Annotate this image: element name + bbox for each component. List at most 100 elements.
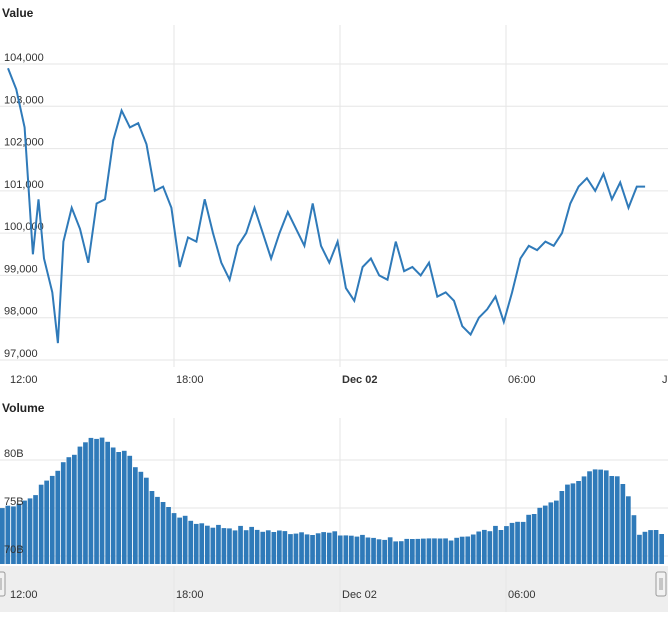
value-y-tick-label: 100,000: [4, 221, 44, 233]
volume-bar: [504, 526, 509, 564]
volume-bar: [38, 484, 44, 564]
volume-bar: [166, 507, 171, 564]
value-y-tick-label: 102,000: [4, 137, 44, 149]
volume-bar: [631, 515, 637, 564]
navigator-handle-right[interactable]: [655, 571, 667, 597]
volume-bar: [205, 525, 210, 564]
volume-bar: [637, 534, 642, 564]
volume-bar: [105, 441, 110, 564]
value-series-line: [7, 67, 646, 344]
volume-bar: [421, 538, 426, 564]
value-x-tick-label: J: [662, 374, 668, 386]
volume-bar: [626, 496, 631, 564]
volume-bar: [587, 471, 592, 564]
volume-bar: [83, 442, 88, 564]
volume-bar: [570, 483, 576, 564]
navigator-handle-left[interactable]: [0, 571, 6, 597]
volume-bar: [482, 529, 487, 564]
volume-bar: [332, 531, 338, 564]
volume-bar: [365, 537, 371, 564]
volume-bars: [0, 437, 664, 564]
volume-bar: [448, 540, 454, 564]
volume-bar: [254, 529, 260, 564]
volume-bar: [127, 455, 133, 564]
volume-bar: [5, 505, 11, 564]
volume-bar: [465, 536, 471, 564]
value-grid: [0, 25, 668, 367]
volume-bar: [11, 506, 16, 564]
volume-bar: [155, 496, 160, 564]
volume-bar: [0, 508, 5, 564]
volume-bar: [349, 535, 354, 564]
volume-bar: [77, 446, 83, 564]
volume-bar: [149, 491, 155, 564]
volume-bar: [60, 462, 66, 564]
value-x-tick-label: 12:00: [10, 374, 38, 386]
value-y-tick-label: 98,000: [4, 306, 38, 318]
volume-bar: [598, 469, 603, 564]
volume-bar: [354, 536, 360, 564]
volume-bar: [55, 470, 61, 564]
volume-bar: [49, 475, 55, 564]
navigator-x-tick-label: 18:00: [176, 589, 204, 601]
volume-bar: [537, 507, 543, 564]
volume-bar: [116, 452, 121, 564]
volume-bar: [210, 527, 216, 564]
volume-bar: [265, 530, 271, 564]
volume-bar: [293, 533, 299, 564]
volume-bar: [554, 500, 559, 564]
volume-bar: [454, 537, 459, 564]
volume-bar: [648, 530, 653, 564]
volume-bar: [216, 524, 221, 564]
volume-bar: [310, 535, 315, 564]
volume-bar: [44, 480, 49, 564]
volume-bar: [110, 447, 116, 564]
navigator-background: [0, 566, 668, 612]
volume-bar: [576, 481, 581, 564]
volume-bar: [182, 515, 188, 564]
volume-bar: [592, 469, 598, 564]
volume-bar: [343, 535, 349, 564]
volume-bar: [493, 525, 498, 564]
volume-bar: [603, 470, 609, 564]
value-x-tick-label: Dec 02: [342, 374, 377, 386]
volume-bar: [304, 534, 310, 564]
volume-bar: [144, 477, 149, 564]
volume-bar: [288, 534, 293, 564]
volume-bar: [459, 536, 465, 564]
value-panel: Value 97,000 98,000 99,000 100,000 101,000 10…: [0, 6, 668, 386]
volume-bar: [138, 471, 144, 564]
volume-bar: [337, 535, 343, 564]
volume-bar: [443, 538, 448, 564]
volume-bar: [199, 523, 205, 564]
volume-panel: Volume 70B 75B 80B: [0, 401, 668, 564]
volume-bar: [177, 517, 182, 564]
navigator-grid: [173, 566, 507, 612]
volume-bar: [415, 538, 421, 564]
volume-bar: [27, 498, 33, 564]
volume-bar: [398, 541, 404, 564]
volume-bar: [72, 454, 77, 564]
value-y-axis: 97,000 98,000 99,000 100,000 101,000 102,000 1…: [4, 52, 44, 360]
value-x-tick-label: 18:00: [176, 374, 204, 386]
volume-bar: [614, 476, 620, 564]
value-x-axis: 12:00 18:00 Dec 02 06:00 J: [10, 374, 668, 386]
volume-bar: [282, 531, 288, 564]
volume-bar: [232, 530, 238, 564]
volume-bar: [410, 539, 415, 564]
volume-bar: [371, 537, 376, 564]
navigator[interactable]: 12:00 18:00 Dec 02 06:00: [0, 566, 668, 612]
value-panel-title: Value: [2, 6, 34, 20]
volume-bar: [188, 520, 194, 564]
volume-bar: [426, 538, 432, 564]
navigator-x-tick-label: Dec 02: [342, 589, 377, 601]
volume-bar: [121, 450, 127, 564]
volume-bar: [238, 525, 243, 564]
navigator-x-tick-label: 06:00: [508, 589, 536, 601]
volume-bar: [277, 530, 282, 564]
volume-bar: [221, 528, 227, 564]
value-y-tick-label: 103,000: [4, 94, 44, 106]
volume-bar: [193, 523, 199, 564]
